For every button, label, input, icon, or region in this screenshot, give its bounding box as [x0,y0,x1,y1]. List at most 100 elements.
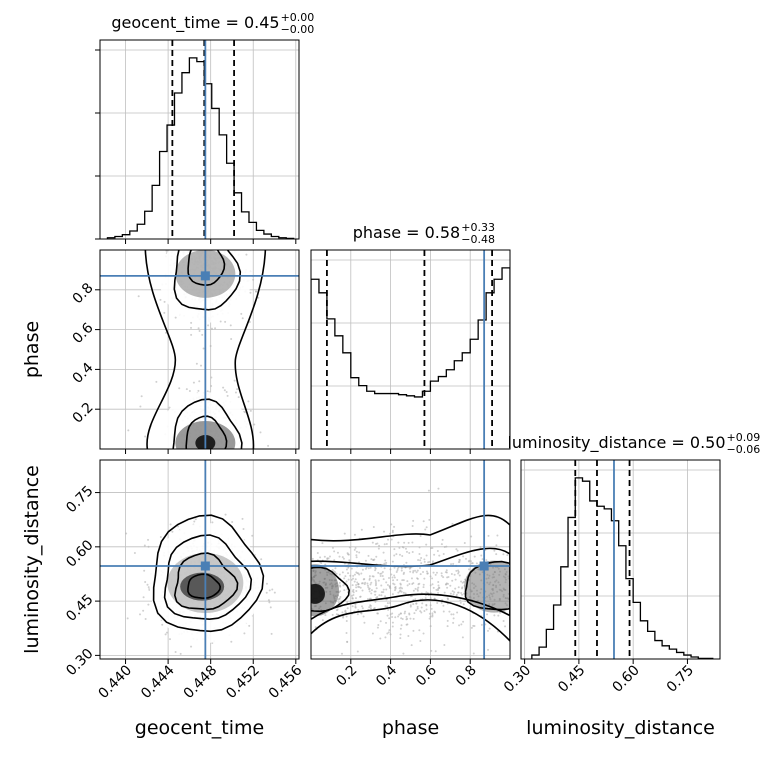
x-axis-label-geocent_time: geocent_time [135,717,264,739]
scatter-point [273,591,276,594]
scatter-point [422,583,425,586]
scatter-point [144,618,147,621]
scatter-point [475,562,478,565]
scatter-point [453,573,456,576]
scatter-point [391,560,394,563]
scatter-point [376,626,379,629]
scatter-point [379,572,382,575]
scatter-point [403,541,406,544]
x-tick-label: 0.4 [373,662,400,689]
panel-frame [99,249,300,450]
scatter-point [394,587,397,590]
scatter-point [396,579,399,582]
scatter-point [210,384,213,387]
scatter-point [352,594,355,597]
scatter-point [348,546,351,549]
scatter-point [417,558,420,561]
scatter-point [342,557,345,560]
scatter-point [446,586,449,589]
scatter-point [368,578,371,581]
scatter-point [260,558,263,561]
scatter-point [139,613,142,616]
scatter-point [405,618,408,621]
scatter-point [324,563,327,566]
scatter-point [247,400,250,403]
scatter-point [416,607,419,610]
scatter-point [372,575,375,578]
scatter-point [467,568,470,571]
scatter-point [316,552,319,555]
x-tick-label: 0.6 [413,662,440,689]
x-tick-label: 0.75 [664,662,697,695]
scatter-point [375,555,378,558]
contour-mid [173,250,242,311]
scatter-point [353,580,356,583]
scatter-point [426,572,429,575]
scatter-point [472,652,475,655]
scatter-point [400,590,403,593]
scatter-point [440,601,443,604]
scatter-point [442,553,445,556]
contour-core [187,573,222,600]
scatter-point [328,555,331,558]
scatter-point [402,546,405,549]
hist-bin [375,394,383,449]
x-tick-label: 0.456 [266,662,306,702]
scatter-point [360,605,363,608]
scatter-point [504,625,507,628]
panel-phase-luminosity_distance [311,460,510,659]
y-tick-label: 0.6 [70,320,97,347]
scatter-point [470,535,473,538]
scatter-point [428,560,431,563]
scatter-point [334,567,337,570]
y-tick-label: 0.60 [63,537,96,570]
scatter-point [388,629,391,632]
scatter-point [399,612,402,615]
scatter-point [404,547,407,550]
scatter-point [400,567,403,570]
scatter-point [375,596,378,599]
scatter-point [257,296,260,299]
scatter-point [240,312,243,315]
scatter-point [265,582,268,585]
scatter-point [412,571,415,574]
scatter-point [161,623,164,626]
scatter-point [393,525,396,528]
hist-bin [502,268,510,449]
x-tick-label: 0.452 [223,662,263,702]
scatter-point [229,324,232,327]
scatter-point [374,590,377,593]
scatter-point [407,635,410,638]
scatter-point [369,607,372,610]
hist-bin [122,235,129,239]
scatter-point [383,562,386,565]
scatter-point [502,553,505,556]
hist-bin [189,58,196,239]
scatter-point [355,550,358,553]
hist-bin [197,62,204,239]
hist-bin [454,361,462,449]
scatter-point [223,389,226,392]
truth-marker [200,561,210,571]
scatter-point [485,559,488,562]
scatter-point [429,597,432,600]
scatter-point [412,629,415,632]
scatter-point [374,582,377,585]
scatter-point [248,624,251,627]
scatter-point [423,560,426,563]
scatter-point [259,431,262,434]
scatter-point [363,583,366,586]
hist-bin [568,517,575,659]
scatter-point [367,554,370,557]
scatter-point [350,567,353,570]
scatter-point [431,560,434,563]
scatter-point [194,518,197,521]
scatter-point [393,576,396,579]
scatter-point [374,569,377,572]
scatter-point [179,652,182,655]
scatter-point [370,558,373,561]
scatter-point [345,619,348,622]
scatter-point [389,568,392,571]
scatter-point [416,569,419,572]
scatter-point [437,592,440,595]
